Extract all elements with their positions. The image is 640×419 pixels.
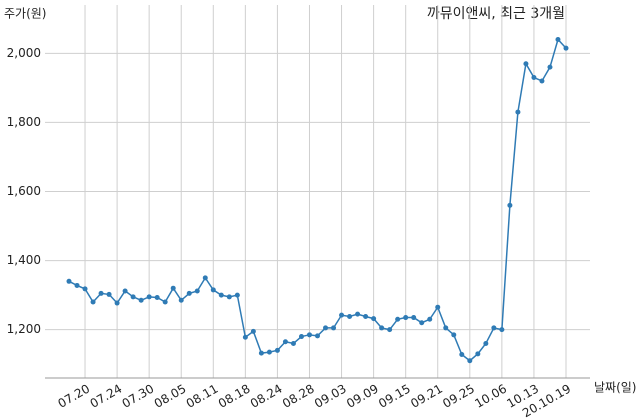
data-point (306, 332, 312, 338)
data-point (459, 352, 465, 358)
data-point (419, 320, 425, 326)
data-point (563, 45, 569, 51)
chart-title: 까뮤이앤씨, 최근 3개월 (427, 6, 565, 22)
x-tick-label: 09.25 (440, 382, 477, 411)
data-point (443, 325, 449, 331)
data-point (387, 327, 393, 333)
data-point (347, 314, 353, 320)
y-tick-label: 1,600 (7, 184, 41, 198)
y-tick-label: 1,400 (7, 253, 41, 267)
x-tick-label: 10.06 (472, 382, 509, 411)
data-point (379, 325, 385, 331)
data-point (435, 304, 441, 310)
data-point (315, 333, 320, 339)
data-point (178, 297, 184, 303)
data-point (363, 314, 369, 320)
data-point (539, 78, 545, 84)
x-tick-label: 08.11 (184, 382, 221, 411)
data-point (186, 290, 192, 296)
data-point (451, 332, 457, 338)
price-line (68, 38, 567, 362)
y-tick-label: 2,000 (7, 46, 41, 60)
data-point (114, 300, 120, 306)
data-point (403, 315, 409, 321)
data-point (555, 37, 561, 43)
x-tick-label: 09.03 (312, 382, 349, 411)
x-tick-label: 09.21 (408, 382, 445, 411)
data-point (547, 64, 553, 70)
data-point (226, 294, 232, 300)
data-point (491, 325, 497, 331)
data-point (242, 334, 248, 340)
x-tick-label: 09.09 (344, 382, 381, 411)
data-point (507, 202, 513, 208)
data-point (258, 350, 264, 356)
x-tick-label: 08.05 (152, 382, 189, 411)
data-point (339, 312, 345, 318)
data-point (250, 328, 256, 334)
data-point (531, 75, 537, 81)
data-point (210, 287, 216, 293)
data-point (467, 358, 473, 364)
data-point (290, 340, 296, 346)
data-point (162, 299, 168, 305)
y-axis-label: 주가(원) (4, 7, 46, 21)
data-point (82, 286, 88, 292)
data-point (331, 325, 337, 331)
data-point (74, 282, 80, 288)
x-tick-label: 08.18 (216, 382, 253, 411)
data-point (146, 294, 152, 300)
y-tick-label: 1,200 (7, 322, 41, 336)
x-tick-label: 07.24 (88, 382, 125, 411)
data-point (194, 288, 200, 294)
x-tick-label: 08.24 (248, 382, 285, 411)
data-point (371, 316, 377, 322)
data-point (523, 61, 529, 67)
data-point (202, 275, 208, 281)
data-point (411, 315, 417, 321)
data-point (395, 316, 401, 322)
data-point (130, 294, 136, 300)
y-tick-label: 1,800 (7, 115, 41, 129)
data-point (122, 288, 128, 294)
data-point (66, 278, 72, 284)
data-point (106, 291, 112, 297)
data-point (323, 325, 329, 331)
data-point (355, 311, 361, 317)
data-point (515, 109, 521, 115)
data-point (274, 347, 280, 353)
x-axis-label: 날짜(일) (594, 381, 636, 395)
x-tick-label: 07.20 (56, 382, 93, 411)
data-point (282, 339, 288, 345)
x-tick-label: 08.28 (280, 382, 317, 411)
data-point (427, 316, 433, 322)
data-point (138, 297, 144, 303)
data-point (298, 334, 304, 340)
data-point (98, 290, 104, 296)
data-point (234, 292, 240, 298)
data-point (90, 299, 96, 305)
data-point (475, 351, 481, 357)
x-tick-label: 09.15 (376, 382, 413, 411)
data-point (266, 349, 272, 355)
data-point (154, 295, 160, 301)
data-point (483, 340, 489, 346)
data-point (218, 292, 224, 298)
data-point (499, 327, 505, 333)
x-tick-label: 07.30 (120, 382, 157, 411)
data-point (170, 285, 176, 291)
